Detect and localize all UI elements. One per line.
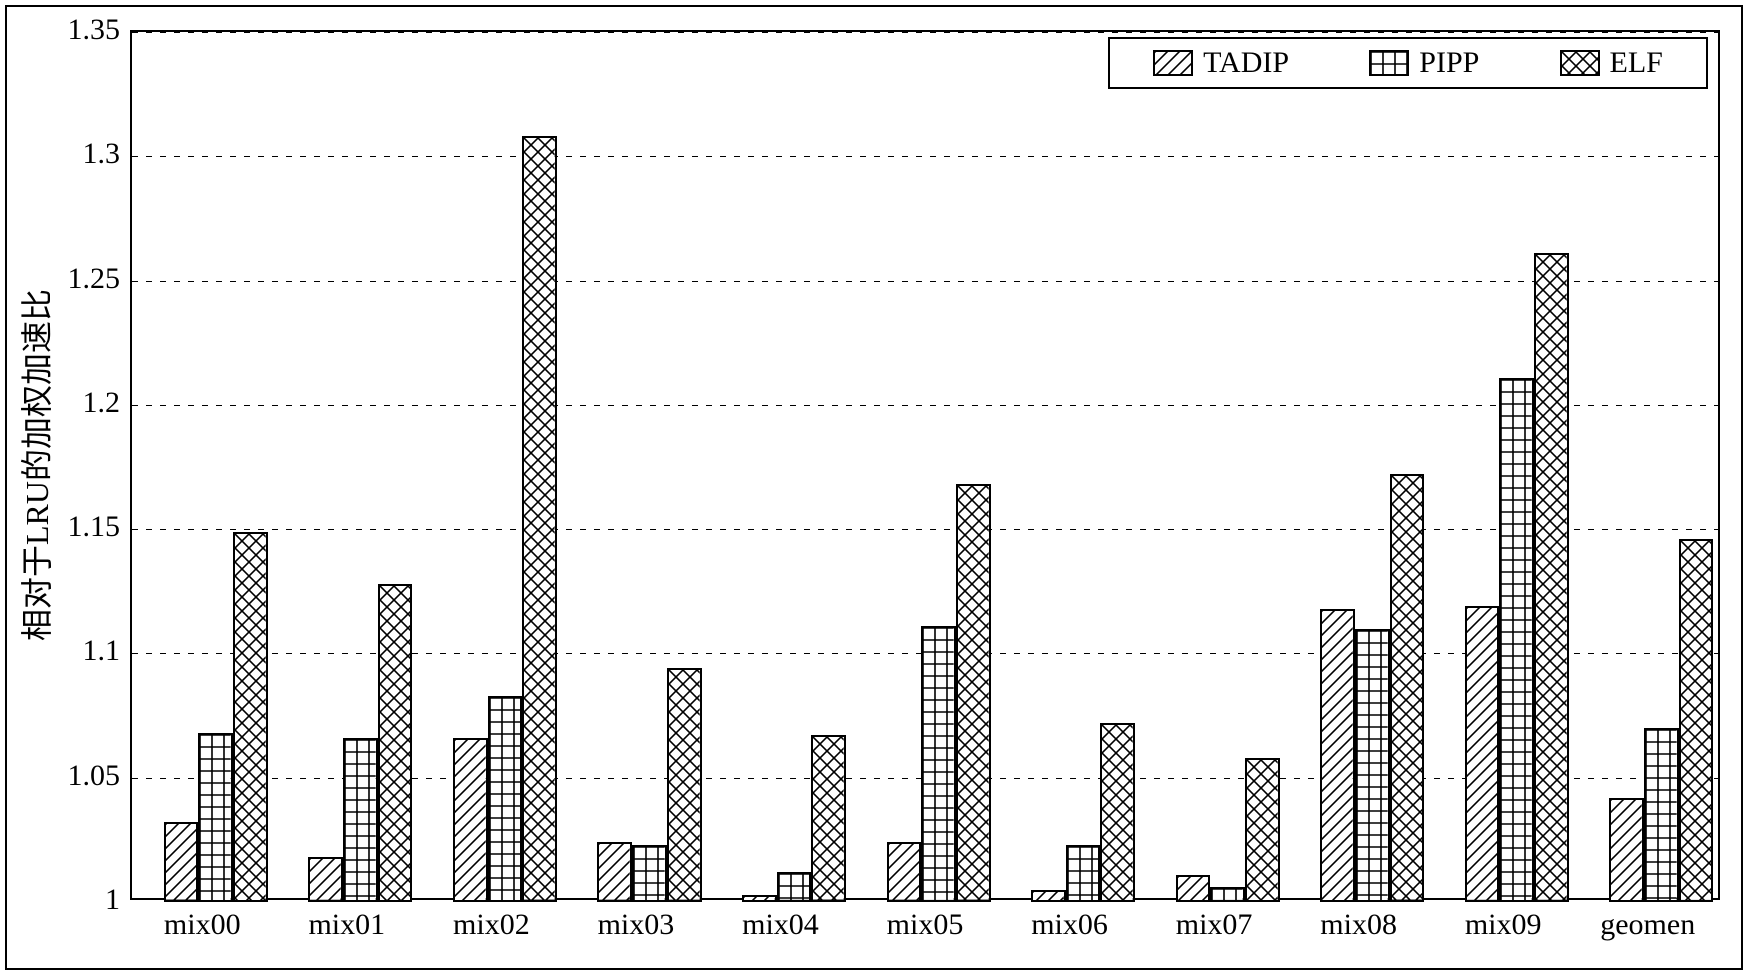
legend-swatch-elf [1560, 50, 1600, 76]
x-tick-label: mix04 [742, 908, 819, 942]
bar-pipp [198, 733, 233, 902]
y-tick-label: 1.05 [50, 759, 120, 793]
bar-pipp [1355, 629, 1390, 902]
bar-tadip [164, 822, 199, 902]
legend-item-tadip: TADIP [1153, 46, 1289, 80]
bar-tadip [308, 857, 343, 902]
bar-elf [1679, 539, 1714, 902]
y-tick-label: 1.15 [50, 510, 120, 544]
x-tick-label: mix00 [164, 908, 241, 942]
legend-label: PIPP [1419, 46, 1479, 80]
y-tick-label: 1.2 [50, 386, 120, 420]
x-tick-label: geomen [1600, 908, 1695, 942]
bar-pipp [1066, 845, 1101, 902]
legend-swatch-tadip [1153, 50, 1193, 76]
y-tick-label: 1.3 [50, 137, 120, 171]
gridline [132, 32, 1718, 33]
bar-pipp [777, 872, 812, 902]
bar-pipp [1210, 887, 1245, 902]
x-tick-label: mix07 [1176, 908, 1253, 942]
bar-elf [667, 668, 702, 902]
x-tick-label: mix02 [453, 908, 530, 942]
legend-item-pipp: PIPP [1369, 46, 1479, 80]
bar-tadip [1176, 875, 1211, 902]
x-tick-label: mix03 [598, 908, 675, 942]
legend-swatch-pipp [1369, 50, 1409, 76]
bar-elf [1245, 758, 1280, 902]
y-tick-label: 1 [50, 883, 120, 917]
legend-label: ELF [1610, 46, 1663, 80]
gridline [132, 281, 1718, 282]
bar-tadip [1031, 890, 1066, 902]
y-axis-label: 相对于LRU的加权加速比 [12, 289, 58, 641]
bar-elf [233, 532, 268, 902]
gridline [132, 405, 1718, 406]
bar-elf [811, 735, 846, 902]
bar-elf [1534, 253, 1569, 902]
plot-area: TADIP PIPP ELF [130, 30, 1720, 900]
legend: TADIP PIPP ELF [1108, 37, 1708, 89]
legend-item-elf: ELF [1560, 46, 1663, 80]
x-tick-label: mix01 [308, 908, 385, 942]
x-tick-label: mix08 [1320, 908, 1397, 942]
legend-label: TADIP [1203, 46, 1289, 80]
y-tick-label: 1.35 [50, 13, 120, 47]
bar-tadip [887, 842, 922, 902]
bar-pipp [632, 845, 667, 902]
bar-tadip [453, 738, 488, 902]
bar-elf [1100, 723, 1135, 902]
bar-pipp [343, 738, 378, 902]
bar-pipp [1644, 728, 1679, 902]
bar-tadip [1465, 606, 1500, 902]
bar-tadip [1320, 609, 1355, 902]
y-tick-label: 1.1 [50, 634, 120, 668]
x-tick-label: mix05 [887, 908, 964, 942]
bar-elf [956, 484, 991, 902]
chart-container: 相对于LRU的加权加速比 TADIP PIPP ELF 1 1.05 1.1 1.15 1.… [0, 0, 1748, 975]
bar-elf [1390, 474, 1425, 902]
bar-tadip [742, 895, 777, 902]
gridline [132, 529, 1718, 530]
bar-pipp [488, 696, 523, 902]
bar-pipp [921, 626, 956, 902]
x-tick-label: mix06 [1031, 908, 1108, 942]
bar-pipp [1499, 378, 1534, 902]
gridline [132, 156, 1718, 157]
bar-tadip [1609, 798, 1644, 902]
bar-elf [522, 136, 557, 902]
bar-tadip [597, 842, 632, 902]
bar-elf [378, 584, 413, 902]
y-tick-label: 1.25 [50, 262, 120, 296]
x-tick-label: mix09 [1465, 908, 1542, 942]
